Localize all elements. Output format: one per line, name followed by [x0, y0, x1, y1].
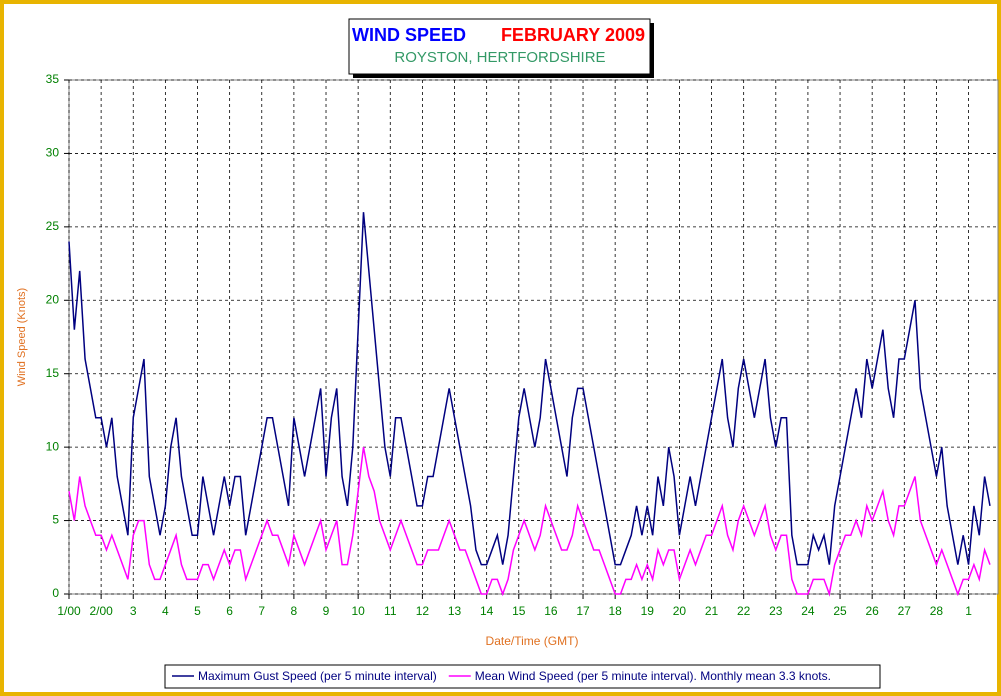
series-line: [68, 212, 991, 566]
x-tick-label: 28: [930, 604, 944, 618]
x-tick-label: 10: [351, 604, 365, 618]
x-tick-label: 23: [769, 604, 783, 618]
x-tick-label: 17: [576, 604, 590, 618]
x-tick-label: 11: [384, 604, 397, 618]
chart-period: FEBRUARY 2009: [501, 25, 645, 45]
x-tick-label: 1/00: [57, 604, 81, 618]
chart-title: WIND SPEED: [352, 25, 466, 45]
y-tick-label: 35: [46, 72, 60, 86]
series-line: [68, 447, 991, 597]
legend-label: Maximum Gust Speed (per 5 minute interva…: [198, 669, 437, 683]
y-tick-label: 0: [52, 586, 59, 600]
x-tick-label: 9: [323, 604, 330, 618]
x-tick-label: 18: [608, 604, 622, 618]
y-tick-label: 15: [46, 366, 60, 380]
x-tick-label: 7: [258, 604, 265, 618]
x-tick-label: 1: [965, 604, 972, 618]
y-axis-title: Wind Speed (Knots): [16, 288, 28, 386]
y-tick-label: 5: [52, 513, 59, 527]
legend: [164, 664, 881, 689]
x-tick-label: 13: [448, 604, 462, 618]
x-tick-label: 26: [865, 604, 879, 618]
x-tick-label: 8: [291, 604, 298, 618]
plot-area: [68, 79, 999, 595]
x-tick-label: 21: [705, 604, 719, 618]
x-tick-label: 25: [833, 604, 847, 618]
x-tick-label: 5: [194, 604, 201, 618]
x-tick-label: 24: [801, 604, 815, 618]
x-tick-label: 16: [544, 604, 558, 618]
y-tick-label: 30: [46, 146, 60, 160]
x-tick-label: 14: [480, 604, 494, 618]
x-tick-label: 6: [226, 604, 233, 618]
x-tick-label: 4: [162, 604, 169, 618]
chart-subtitle: ROYSTON, HERTFORDSHIRE: [394, 49, 605, 66]
y-tick-label: 25: [46, 219, 60, 233]
x-tick-label: 15: [512, 604, 526, 618]
x-tick-label: 19: [641, 604, 655, 618]
legend-label: Mean Wind Speed (per 5 minute interval).…: [475, 669, 831, 683]
x-axis-title: Date/Time (GMT): [486, 634, 579, 648]
x-tick-label: 2/00: [89, 604, 113, 618]
x-tick-label: 27: [898, 604, 912, 618]
x-tick-label: 22: [737, 604, 751, 618]
y-tick-label: 20: [46, 292, 60, 306]
x-tick-label: 20: [673, 604, 687, 618]
x-tick-label: 12: [416, 604, 430, 618]
x-tick-label: 3: [130, 604, 137, 618]
title-box: [348, 18, 651, 75]
y-tick-label: 10: [46, 439, 60, 453]
